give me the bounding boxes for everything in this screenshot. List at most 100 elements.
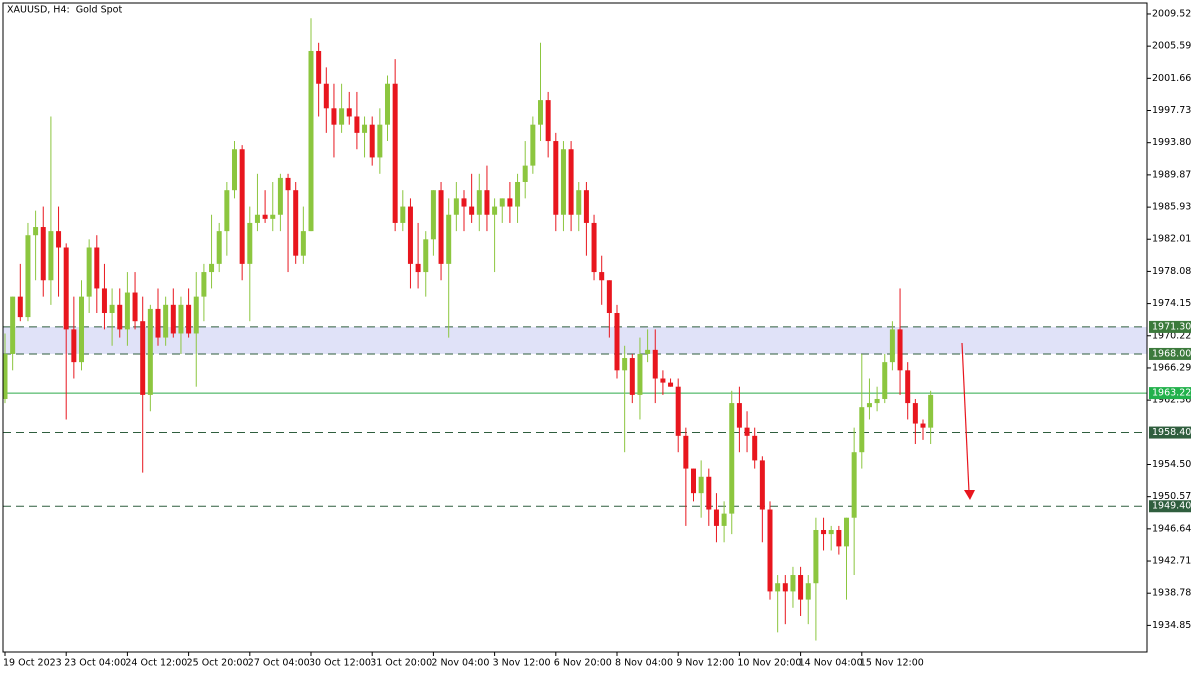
candle-body — [71, 329, 77, 363]
candle-body — [637, 353, 643, 395]
plot-border — [2, 2, 1148, 653]
candle-body — [767, 509, 773, 592]
candle-body — [385, 83, 390, 125]
candle-body — [316, 50, 322, 84]
level-label-box — [1149, 387, 1191, 400]
candle-body — [270, 214, 276, 219]
y-tick-label: 1962.36 — [1152, 395, 1191, 406]
level-label-box — [1149, 320, 1191, 333]
candle-body — [606, 280, 612, 314]
y-tick-label: 1978.08 — [1152, 266, 1191, 277]
y-tick-label: 1938.78 — [1152, 588, 1191, 599]
y-tick-label: 1985.93 — [1152, 202, 1191, 213]
candle-body — [17, 296, 23, 318]
y-tick-label: 1993.80 — [1152, 137, 1191, 148]
candle-body — [308, 50, 314, 232]
y-tick-label: 1982.01 — [1152, 234, 1191, 245]
candle-body — [752, 435, 758, 461]
candle-body — [331, 108, 337, 125]
candle-body — [706, 476, 712, 510]
x-tick-label: 23 Oct 04:00 — [64, 658, 126, 669]
candle-body — [484, 190, 490, 215]
candle-body — [25, 235, 31, 318]
y-tick-label: 1970.22 — [1152, 330, 1191, 341]
candle-body — [193, 296, 199, 334]
candle-body — [40, 227, 46, 281]
candle-body — [469, 206, 475, 215]
candle-body — [530, 124, 536, 166]
candle-body — [293, 190, 299, 256]
candle-body — [828, 529, 834, 535]
level-label: 1949.40 — [1152, 501, 1191, 512]
candle-body — [576, 190, 582, 215]
candle-body — [683, 435, 689, 469]
candle-body — [515, 181, 521, 207]
zone — [3, 326, 1147, 354]
x-tick-label: 10 Nov 20:00 — [737, 658, 801, 669]
x-tick-label: 27 Oct 04:00 — [248, 658, 310, 669]
x-tick-label: 25 Oct 20:00 — [187, 658, 249, 669]
y-tick-label: 1946.64 — [1152, 523, 1191, 534]
candle-body — [614, 313, 620, 371]
candle-body — [124, 292, 130, 330]
candle-body — [33, 227, 39, 236]
candle-body — [247, 222, 253, 264]
candle-body — [277, 177, 283, 215]
candle-body — [897, 329, 903, 371]
candle-body — [400, 206, 406, 223]
candle-body — [729, 403, 735, 514]
candle-body — [2, 353, 8, 399]
candle-body — [882, 362, 888, 399]
x-tick-label: 30 Oct 12:00 — [309, 658, 371, 669]
candle-body — [645, 349, 651, 354]
level-label-box — [1149, 500, 1191, 513]
x-tick-label: 3 Nov 12:00 — [493, 658, 551, 669]
y-tick-label: 1954.50 — [1152, 459, 1191, 470]
candle-body — [545, 100, 551, 142]
candle-body — [232, 149, 237, 191]
level-label: 1968.00 — [1152, 348, 1191, 359]
candle-body — [629, 358, 635, 395]
candle-body — [224, 190, 230, 232]
candle-body — [170, 304, 176, 334]
candle-body — [430, 190, 436, 240]
candle-body — [859, 407, 865, 453]
candle-body — [775, 583, 781, 592]
candle-body — [461, 198, 467, 207]
candle-body — [583, 190, 589, 223]
x-tick-label: 6 Nov 20:00 — [554, 658, 612, 669]
axis-layer: 2009.52 2005.59 2001.66 1997.73 1993.80 1989.… — [3, 8, 1191, 668]
candle-body — [928, 394, 934, 428]
candle-body — [553, 141, 559, 215]
candle-layer — [2, 18, 934, 641]
candle-body — [86, 247, 92, 297]
candle-body — [821, 529, 827, 535]
candle-body — [216, 231, 222, 264]
candle-body — [660, 378, 666, 383]
candle-body — [736, 403, 742, 428]
level-label: 1958.40 — [1152, 427, 1191, 438]
y-tick-label: 1966.29 — [1152, 362, 1191, 373]
candle-body — [492, 206, 498, 215]
candle-body — [889, 329, 895, 363]
candle-body — [239, 149, 245, 264]
x-tick-label: 24 Oct 12:00 — [125, 658, 187, 669]
candle-body — [392, 83, 398, 223]
candle-body — [56, 231, 62, 248]
candle-body — [438, 190, 444, 264]
candle-body — [790, 575, 796, 592]
candle-body — [813, 529, 819, 584]
candle-body — [446, 214, 452, 264]
arrow-head — [964, 490, 975, 500]
candle-body — [377, 124, 383, 158]
candle-body — [201, 272, 207, 297]
candle-body — [117, 304, 123, 330]
candle-body — [668, 382, 674, 387]
x-tick-label: 14 Nov 04:00 — [799, 658, 863, 669]
candle-body — [407, 206, 413, 264]
candle-body — [798, 575, 804, 600]
candle-body — [675, 386, 681, 436]
candle-body — [140, 321, 146, 395]
x-tick-label: 9 Nov 12:00 — [676, 658, 734, 669]
